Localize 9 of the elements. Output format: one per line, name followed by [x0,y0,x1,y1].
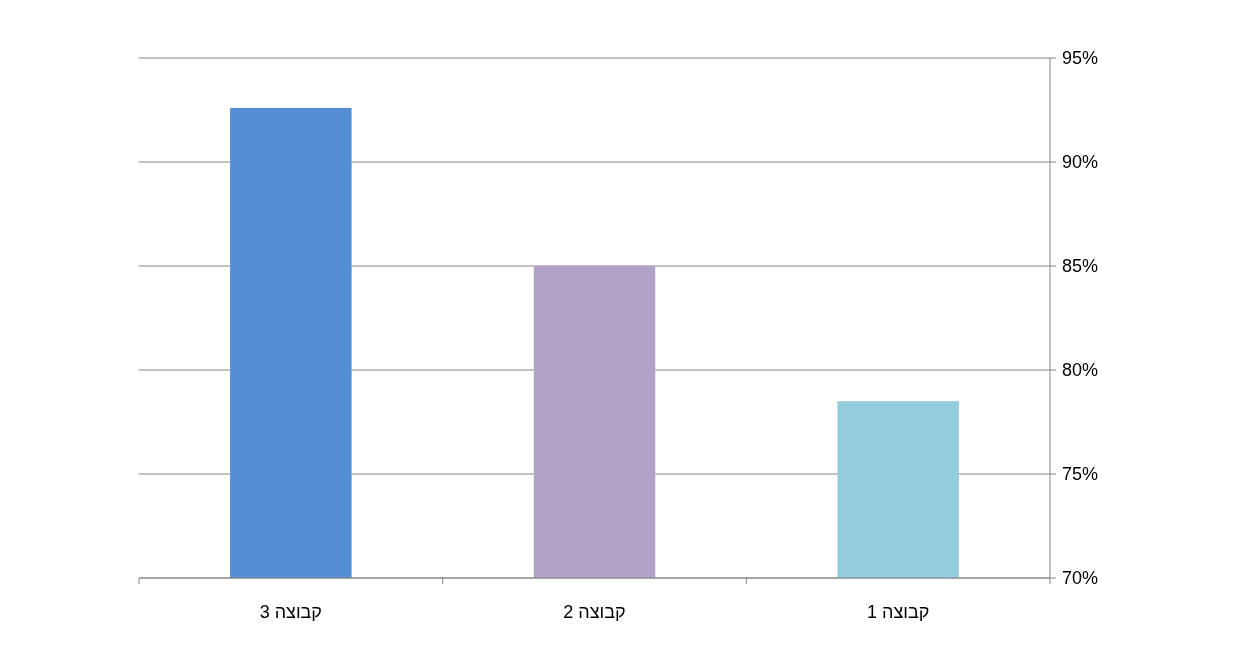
y-tick-label: 90% [1062,152,1099,172]
y-tick-label: 95% [1062,48,1099,68]
y-tick-label: 80% [1062,360,1099,380]
x-tick-label: קבוצה 1 [867,602,930,622]
x-tick-label: קבוצה 3 [259,602,322,622]
y-tick-label: 85% [1062,256,1099,276]
y-tick-label: 70% [1062,568,1099,588]
x-tick-label: קבוצה 2 [563,602,626,622]
y-tick-label: 75% [1062,464,1099,484]
